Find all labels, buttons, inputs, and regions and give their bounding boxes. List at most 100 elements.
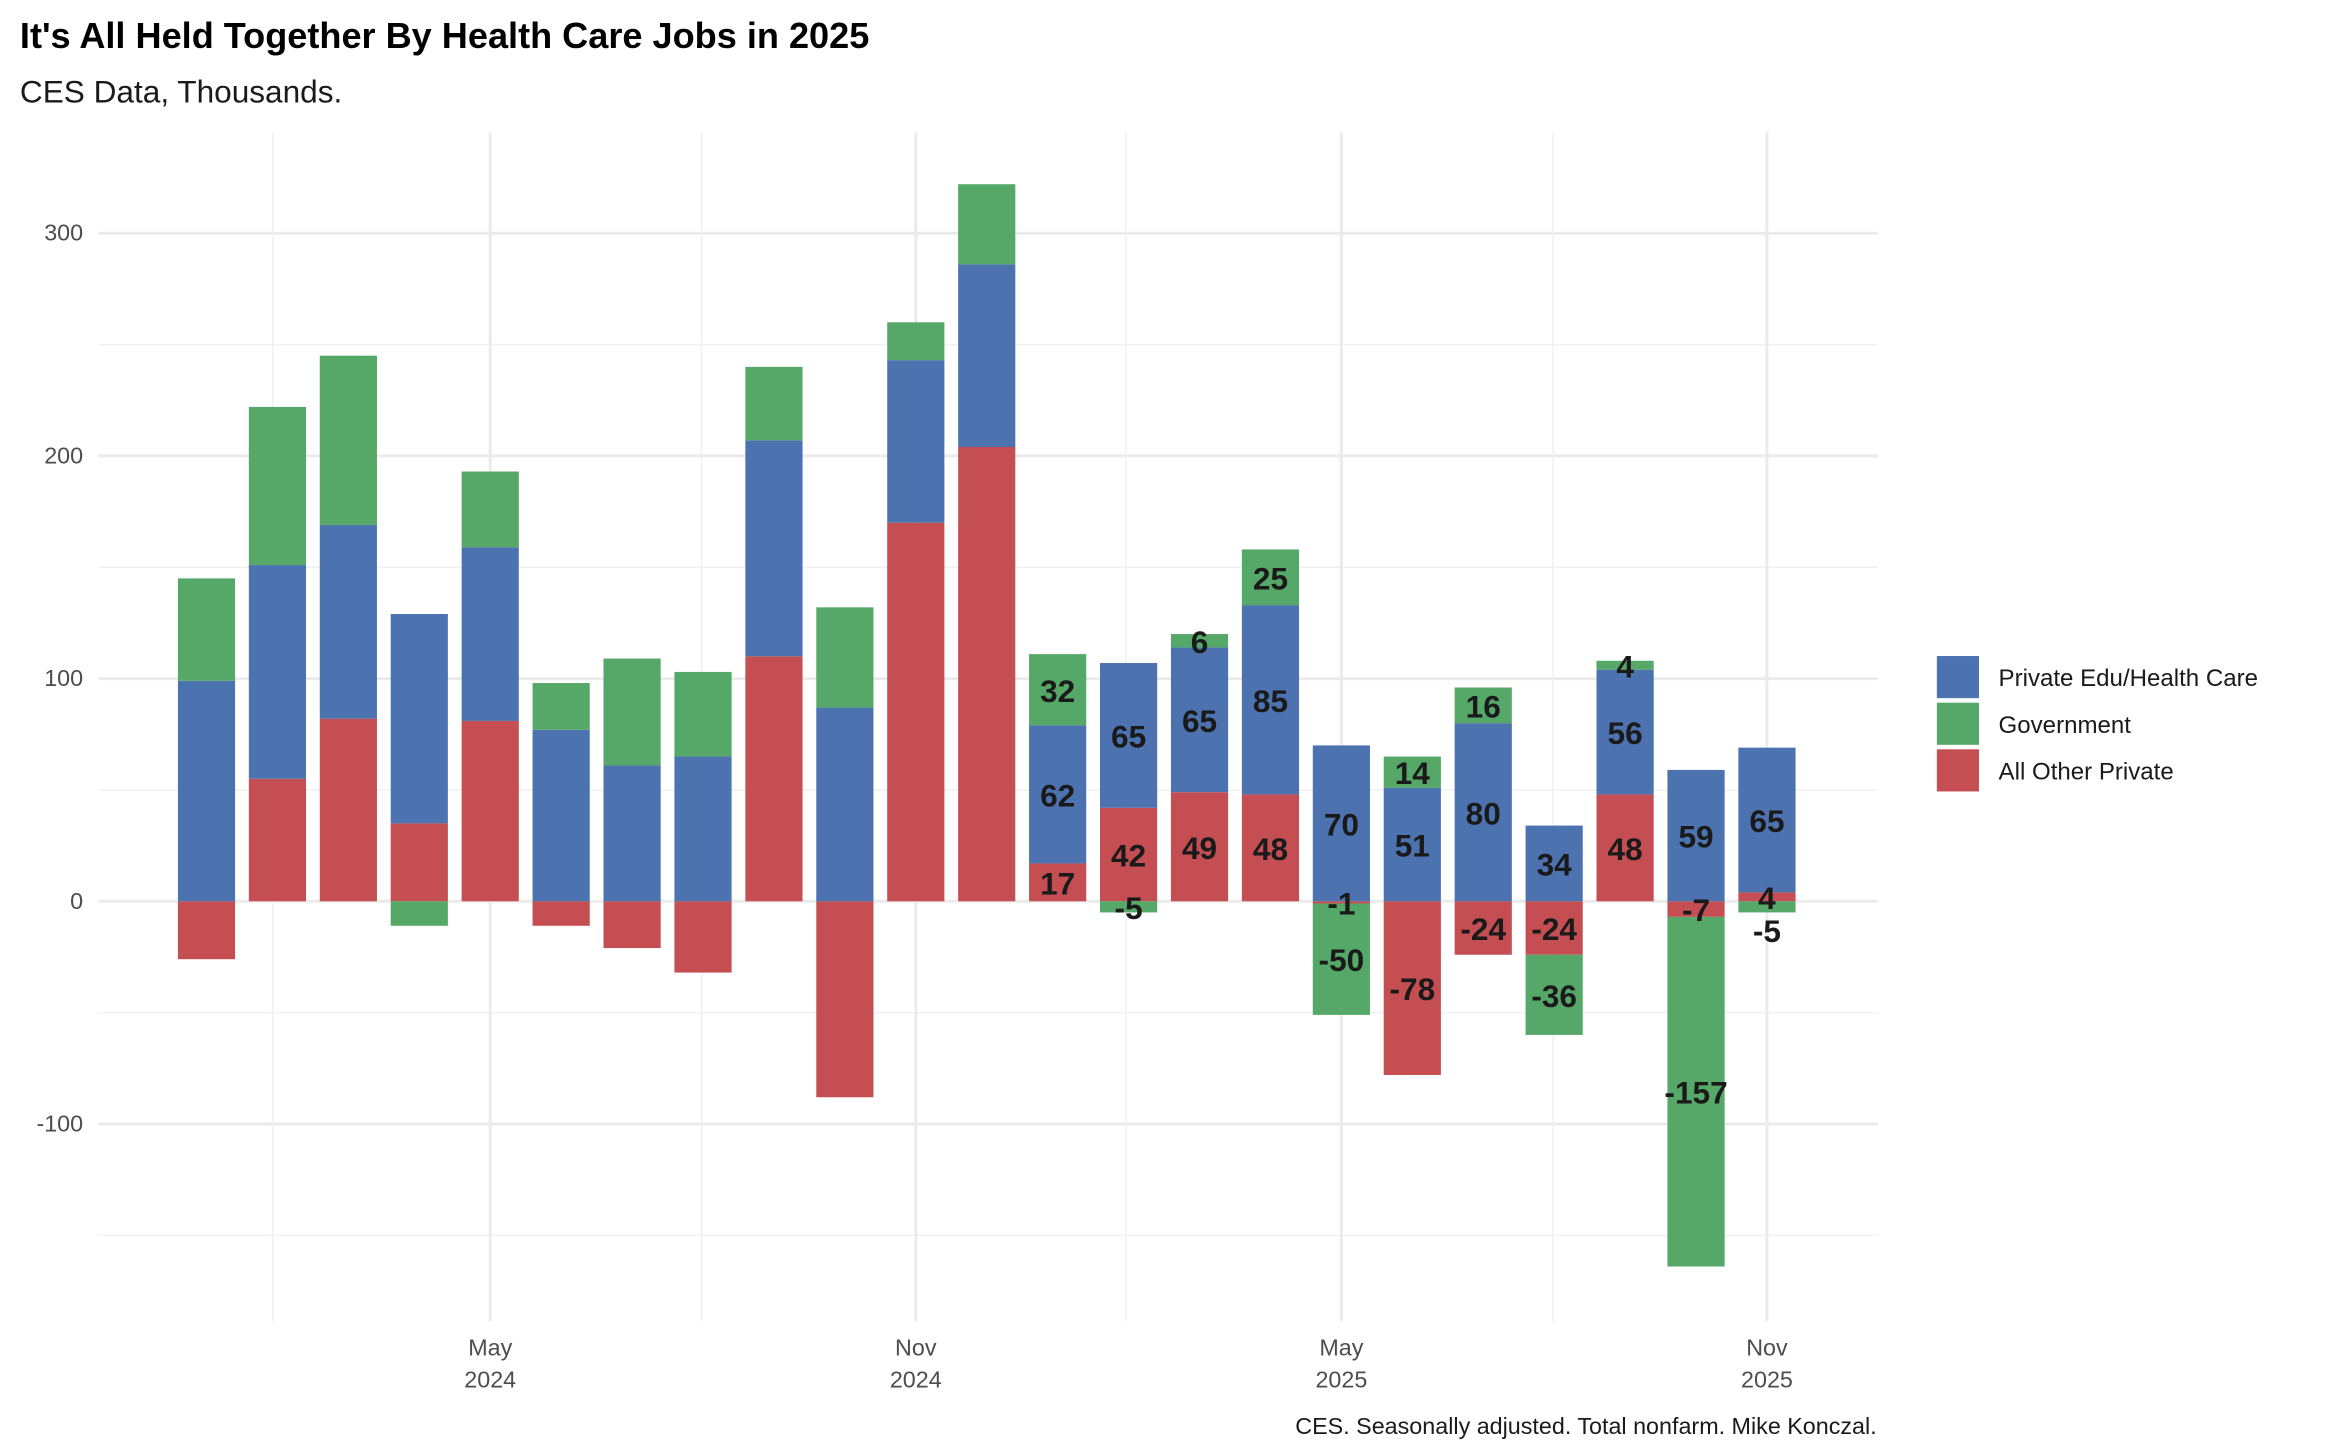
bar-segment-government: [603, 658, 661, 766]
bar-segment-private-edu-health-care: [461, 547, 519, 721]
data-label: -7: [1682, 892, 1710, 928]
bar-segment-government: [1667, 916, 1725, 1267]
bar-segment-private-edu-health-care: [1596, 669, 1654, 795]
bar-segment-all-other-private: [1029, 863, 1087, 902]
y-tick-label: 300: [44, 220, 83, 246]
bar-segment-private-edu-health-care: [1667, 769, 1725, 902]
bar-segment-government: [1383, 756, 1441, 788]
x-tick-label: 2025: [1741, 1366, 1793, 1392]
chart-title: It's All Held Together By Health Care Jo…: [20, 15, 869, 56]
data-label: -78: [1389, 971, 1435, 1007]
bar-segment-private-edu-health-care: [177, 680, 236, 902]
data-label: 14: [1395, 755, 1431, 791]
data-label: 6: [1191, 624, 1209, 660]
bar-segment-government: [958, 184, 1016, 265]
bar-segment-private-edu-health-care: [248, 565, 307, 779]
bar-segment-all-other-private: [1383, 901, 1441, 1075]
data-label: 4: [1758, 880, 1776, 916]
x-tick-label: Nov: [895, 1335, 937, 1361]
legend-label: Government: [1999, 712, 2132, 739]
data-label: -5: [1115, 890, 1143, 926]
data-label: 16: [1466, 688, 1501, 724]
bar-segment-private-edu-health-care: [745, 440, 803, 657]
data-label: -5: [1753, 913, 1781, 949]
bar-segment-government: [532, 683, 590, 730]
bar-segment-private-edu-health-care: [1029, 725, 1087, 864]
bar-segment-all-other-private: [816, 901, 874, 1098]
bar-segment-government: [1100, 901, 1158, 913]
bar-segment-private-edu-health-care: [674, 756, 732, 902]
bar-segment-government: [248, 406, 307, 566]
bar-segment-all-other-private: [248, 778, 307, 902]
bar-segment-private-edu-health-care: [1738, 747, 1796, 893]
data-label: 65: [1182, 703, 1217, 739]
bar-segment-all-other-private: [390, 823, 448, 902]
bar-segment-government: [1170, 634, 1229, 648]
data-label: -1: [1327, 885, 1355, 921]
bar-segment-all-other-private: [1454, 901, 1512, 955]
bar-segment-government: [1454, 687, 1512, 724]
legend-label: Private Edu/Health Care: [1999, 665, 2258, 692]
bar-segment-private-edu-health-care: [1383, 787, 1441, 902]
bar-segment-all-other-private: [887, 522, 945, 902]
data-label: 48: [1253, 831, 1288, 867]
legend-label: All Other Private: [1999, 758, 2174, 785]
bar-segment-private-edu-health-care: [1312, 745, 1370, 902]
bars: [177, 184, 1796, 1267]
data-label: 4: [1616, 648, 1634, 684]
bar-segment-all-other-private: [1312, 901, 1370, 904]
x-tick-label: 2025: [1315, 1366, 1367, 1392]
bar-segment-private-edu-health-care: [958, 264, 1016, 448]
data-label: 85: [1253, 683, 1288, 719]
bar-segment-government: [745, 366, 803, 441]
legend-swatch: [1936, 702, 1979, 745]
data-label: -24: [1460, 911, 1506, 947]
bar-segment-government: [1738, 901, 1796, 913]
bar-segment-government: [1525, 954, 1583, 1035]
data-label: 59: [1678, 819, 1713, 855]
y-tick-label: 0: [70, 888, 83, 914]
bar-segment-private-edu-health-care: [1170, 647, 1229, 793]
data-label: 70: [1324, 806, 1359, 842]
bar-segment-government: [1241, 549, 1300, 606]
data-label: 49: [1182, 830, 1217, 866]
data-label: 65: [1111, 718, 1146, 754]
data-label: 65: [1749, 803, 1784, 839]
bar-segment-government: [1029, 654, 1087, 726]
x-tick-label: Nov: [1746, 1335, 1788, 1361]
bar-segment-government: [1596, 660, 1654, 670]
chart-caption: CES. Seasonally adjusted. Total nonfarm.…: [1295, 1413, 1876, 1439]
data-label: -24: [1531, 911, 1577, 947]
bar-segment-all-other-private: [319, 718, 377, 902]
bar-segment-government: [177, 578, 236, 681]
bar-segment-all-other-private: [958, 447, 1016, 902]
legend-swatch: [1936, 749, 1979, 792]
bar-segment-all-other-private: [674, 901, 732, 973]
legend: Private Edu/Health Care Government All Oth…: [1936, 656, 2258, 792]
bar-segment-all-other-private: [1667, 901, 1725, 917]
bar-segment-all-other-private: [532, 901, 590, 926]
bar-segment-private-edu-health-care: [1525, 825, 1583, 902]
y-tick-label: -100: [36, 1111, 83, 1137]
bar-segment-government: [390, 901, 448, 926]
bar-segment-all-other-private: [1525, 901, 1583, 955]
bar-segment-government: [461, 471, 519, 548]
bar-segment-government: [887, 322, 945, 361]
bar-segment-private-edu-health-care: [1454, 723, 1512, 902]
bar-segment-government: [816, 607, 874, 708]
data-label: 48: [1608, 831, 1643, 867]
y-tick-label: 200: [44, 442, 83, 468]
bar-segment-private-edu-health-care: [390, 614, 448, 824]
bar-segment-private-edu-health-care: [1100, 663, 1158, 808]
data-label: 80: [1466, 795, 1501, 831]
bar-segment-government: [1312, 903, 1370, 1015]
legend-swatch: [1936, 656, 1979, 699]
bar-segment-all-other-private: [177, 901, 236, 960]
data-label: -36: [1531, 978, 1577, 1014]
bar-segment-all-other-private: [1170, 792, 1229, 902]
bar-segment-private-edu-health-care: [603, 765, 661, 902]
x-tick-label: 2024: [464, 1366, 516, 1392]
bar-segment-private-edu-health-care: [887, 360, 945, 523]
bar-segment-all-other-private: [745, 656, 803, 902]
